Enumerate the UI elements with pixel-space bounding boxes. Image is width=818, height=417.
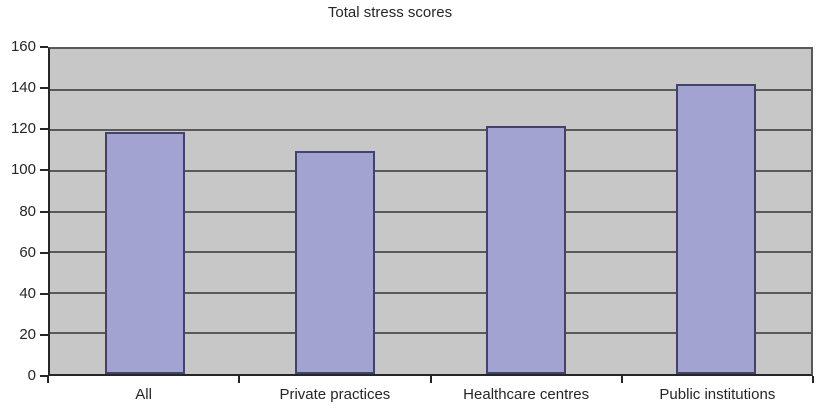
bar-healthcare-centres <box>485 126 566 374</box>
x-axis-category-label-private-practices: Private practices <box>279 386 391 403</box>
y-axis-tick-label-80: 80 <box>19 202 36 220</box>
bar-public-institutions <box>675 83 756 374</box>
bar-private-practices <box>295 150 376 374</box>
x-axis-category-label-healthcare-centres: Healthcare centres <box>463 386 590 403</box>
gridline-120 <box>50 129 811 132</box>
y-axis-tick-label-40: 40 <box>19 284 36 302</box>
y-axis-tick-label-20: 20 <box>19 325 36 343</box>
y-axis-tick-0 <box>40 375 48 377</box>
y-axis-tick-140 <box>40 87 48 90</box>
plot-area <box>48 47 813 376</box>
y-axis-tick-120 <box>40 128 48 131</box>
y-axis-tick-label-120: 120 <box>10 120 36 138</box>
y-axis-tick-label-140: 140 <box>10 79 36 97</box>
x-axis-category-label-all: All <box>135 386 152 403</box>
y-axis-tick-80 <box>40 210 48 213</box>
y-axis-tick-label-160: 160 <box>10 38 36 55</box>
gridline-20 <box>50 332 811 335</box>
x-axis-tick-3 <box>620 376 623 383</box>
gridline-40 <box>50 291 811 294</box>
chart-title: Total stress scores <box>327 4 453 21</box>
y-axis-tick-100 <box>40 169 48 172</box>
x-axis-tick-0 <box>47 376 49 383</box>
gridline-140 <box>50 88 811 91</box>
x-axis-tick-1 <box>238 376 241 383</box>
gridline-80 <box>50 210 811 213</box>
x-axis-tick-2 <box>429 376 432 383</box>
y-axis-tick-160 <box>40 46 48 48</box>
gridline-60 <box>50 251 811 254</box>
bar-all <box>105 132 186 374</box>
x-axis-tick-4 <box>812 376 814 383</box>
y-axis-tick-40 <box>40 292 48 295</box>
y-axis-tick-label-100: 100 <box>10 161 36 179</box>
y-axis-tick-label-0: 0 <box>27 367 36 384</box>
gridline-100 <box>50 169 811 172</box>
x-axis-category-label-public-institutions: Public institutions <box>659 386 776 403</box>
y-axis-tick-label-60: 60 <box>19 243 36 261</box>
y-axis-tick-20 <box>40 333 48 336</box>
y-axis-tick-60 <box>40 251 48 254</box>
